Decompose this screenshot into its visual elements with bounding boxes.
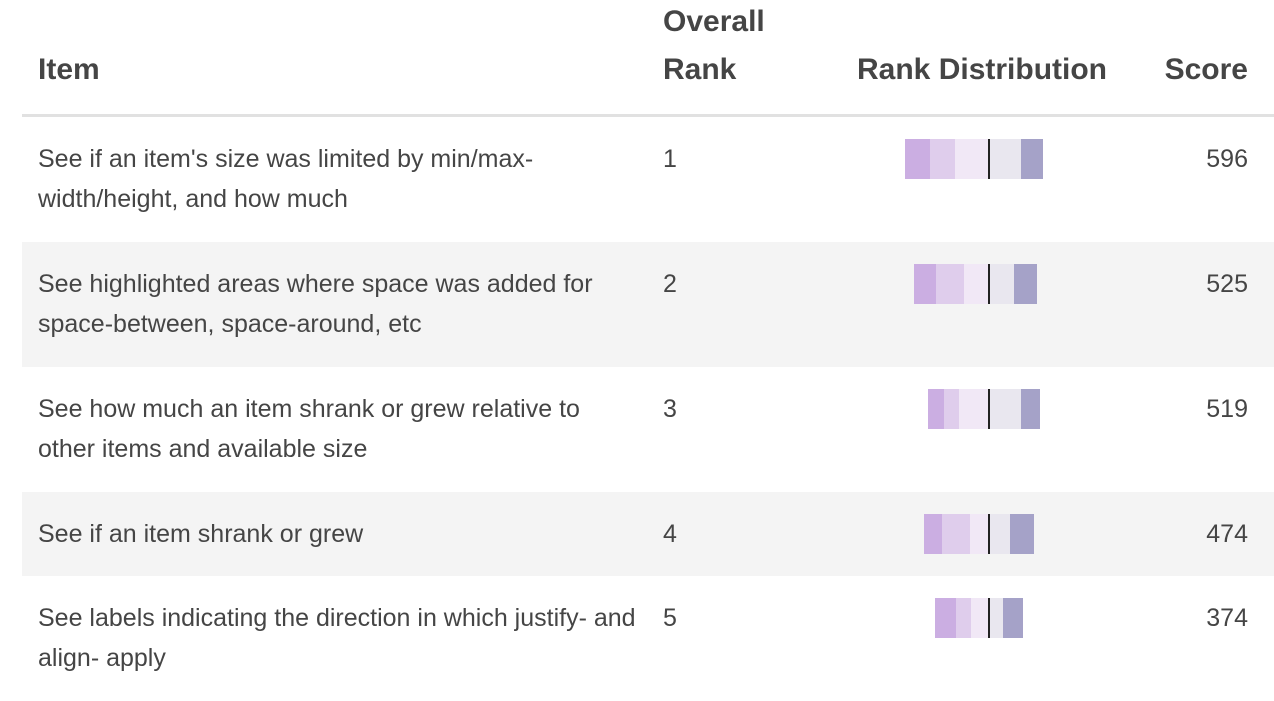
rank-segment-5 xyxy=(1021,389,1040,429)
rank-segment-3 xyxy=(970,514,988,554)
row-item-text: See labels indicating the direction in w… xyxy=(38,604,636,672)
ranking-table: Item Overall Rank Rank Distribution Scor… xyxy=(22,0,1274,701)
row-rank: 3 xyxy=(663,395,677,423)
rank-segment-1 xyxy=(928,389,944,429)
rank-segment-5 xyxy=(1003,598,1023,638)
row-item-text: See how much an item shrank or grew rela… xyxy=(38,395,580,463)
rank-distribution-bar xyxy=(924,514,1034,554)
table-row: See if an item shrank or grew 4 474 xyxy=(22,492,1274,576)
rank-segment-2 xyxy=(944,389,959,429)
table-header: Item Overall Rank Rank Distribution Scor… xyxy=(22,0,1274,117)
table-row: See labels indicating the direction in w… xyxy=(22,576,1274,701)
row-score: 474 xyxy=(1206,520,1248,548)
header-overall-rank: Overall Rank xyxy=(663,5,765,86)
rank-segment-2 xyxy=(930,139,955,179)
row-item-text: See if an item shrank or grew xyxy=(38,520,364,548)
row-score: 596 xyxy=(1206,145,1248,173)
rank-segment-4 xyxy=(988,139,1021,179)
rank-segment-4 xyxy=(988,514,1010,554)
rank-segment-1 xyxy=(924,514,942,554)
header-score: Score xyxy=(1164,53,1248,86)
rank-segment-1 xyxy=(935,598,956,638)
header-rank-distribution: Rank Distribution xyxy=(857,53,1108,86)
rank-segment-1 xyxy=(914,264,936,304)
rank-segment-2 xyxy=(956,598,971,638)
row-rank: 2 xyxy=(663,270,677,298)
row-score: 374 xyxy=(1206,604,1248,632)
rank-segment-5 xyxy=(1010,514,1034,554)
rank-segment-2 xyxy=(936,264,964,304)
row-rank: 5 xyxy=(663,604,677,632)
header-item: Item xyxy=(38,53,100,86)
table-row: See highlighted areas where space was ad… xyxy=(22,242,1274,367)
rank-segment-3 xyxy=(971,598,988,638)
rank-segment-3 xyxy=(964,264,988,304)
rank-distribution-bar xyxy=(914,264,1037,304)
rank-segment-4 xyxy=(988,389,1021,429)
row-rank: 1 xyxy=(663,145,677,173)
rank-distribution-bar xyxy=(905,139,1043,179)
rank-segment-4 xyxy=(988,598,1003,638)
table-body: See if an item's size was limited by min… xyxy=(22,117,1274,701)
rank-segment-4 xyxy=(988,264,1014,304)
row-score: 519 xyxy=(1206,395,1248,423)
rank-distribution-bar xyxy=(935,598,1023,638)
rank-segment-5 xyxy=(1021,139,1043,179)
rank-segment-3 xyxy=(955,139,988,179)
table-row: See if an item's size was limited by min… xyxy=(22,117,1274,242)
row-score: 525 xyxy=(1206,270,1248,298)
rank-segment-5 xyxy=(1014,264,1037,304)
table-row: See how much an item shrank or grew rela… xyxy=(22,367,1274,492)
row-rank: 4 xyxy=(663,520,677,548)
row-item-text: See if an item's size was limited by min… xyxy=(38,145,534,213)
rank-distribution-bar xyxy=(928,389,1040,429)
rank-segment-1 xyxy=(905,139,930,179)
rank-segment-2 xyxy=(942,514,970,554)
row-item-text: See highlighted areas where space was ad… xyxy=(38,270,593,338)
rank-segment-3 xyxy=(959,389,988,429)
